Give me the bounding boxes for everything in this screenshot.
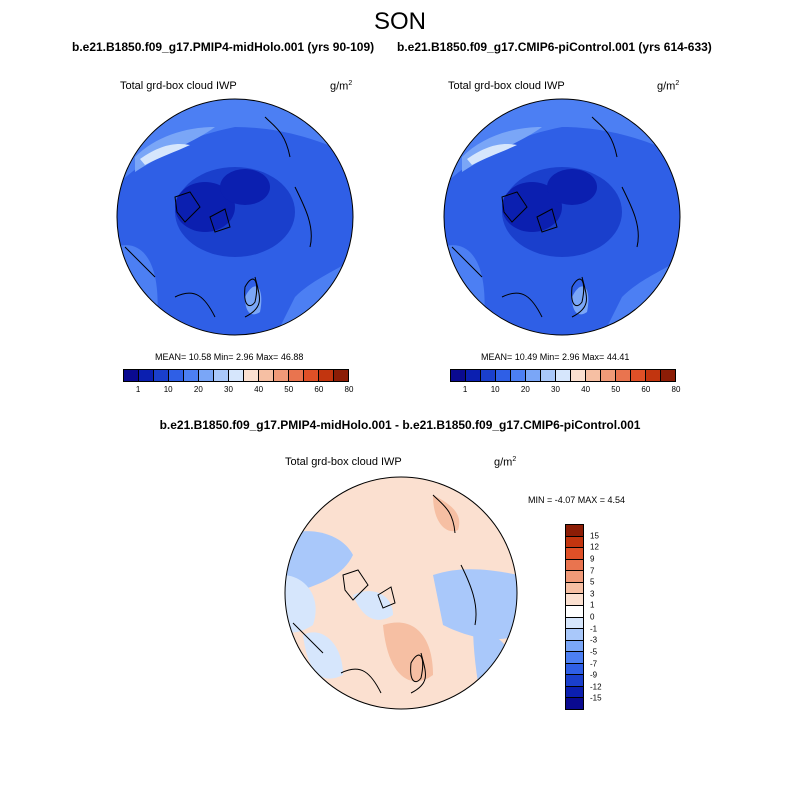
colorbar-swatch — [541, 370, 556, 381]
colorbar-swatch — [566, 548, 583, 560]
colorbar-swatch — [199, 370, 214, 381]
colorbar-tick-label: 40 — [254, 385, 264, 394]
colorbar-tick-label: -15 — [590, 693, 602, 703]
colorbar-swatch — [571, 370, 586, 381]
left-colorbar-labels: 1 10 20 30 40 50 60 80 — [123, 385, 354, 395]
left-stats: MEAN= 10.58 Min= 2.96 Max= 46.88 — [155, 352, 304, 362]
colorbar-swatch — [566, 640, 583, 653]
colorbar-tick-label: 40 — [581, 385, 591, 394]
colorbar-swatch — [466, 370, 481, 381]
colorbar-swatch — [304, 370, 319, 381]
colorbar-tick-label: 50 — [284, 385, 294, 394]
colorbar-swatch — [319, 370, 334, 381]
colorbar-tick-label: 60 — [641, 385, 651, 394]
colorbar-tick-label: 5 — [590, 577, 595, 587]
left-case-title: b.e21.B1850.f09_g17.PMIP4-midHolo.001 (y… — [72, 40, 375, 54]
diff-case-title: b.e21.B1850.f09_g17.PMIP4-midHolo.001 - … — [159, 418, 641, 432]
colorbar-tick-label: 9 — [590, 554, 595, 564]
colorbar-swatch — [661, 370, 675, 381]
left-polar-map — [116, 98, 354, 336]
colorbar-tick-label: 10 — [163, 385, 173, 394]
colorbar-swatch — [274, 370, 289, 381]
colorbar-swatch — [601, 370, 616, 381]
colorbar-swatch — [616, 370, 631, 381]
colorbar-swatch — [496, 370, 511, 381]
colorbar-swatch — [334, 370, 348, 381]
colorbar-tick-label: 20 — [193, 385, 203, 394]
colorbar-swatch — [566, 559, 583, 572]
colorbar-swatch — [289, 370, 304, 381]
diff-stats: MIN = -4.07 MAX = 4.54 — [528, 495, 626, 505]
colorbar-tick-label: 1 — [590, 600, 595, 610]
colorbar-tick-label: 30 — [551, 385, 560, 394]
colorbar-swatch — [566, 663, 583, 676]
season-title: SON — [373, 8, 426, 35]
colorbar-tick-label: -3 — [590, 635, 598, 645]
colorbar-swatch — [526, 370, 541, 381]
left-variable-label: Total grd-box cloud IWP — [120, 80, 237, 92]
colorbar-swatch — [566, 617, 583, 630]
colorbar-tick-label: 7 — [590, 566, 595, 575]
colorbar-tick-label: 1 — [135, 385, 141, 394]
colorbar-swatch — [646, 370, 661, 381]
colorbar-swatch — [631, 370, 646, 381]
colorbar-swatch — [451, 370, 466, 381]
right-stats: MEAN= 10.49 Min= 2.96 Max= 44.41 — [481, 352, 630, 362]
colorbar-swatch — [259, 370, 274, 381]
colorbar-swatch — [586, 370, 601, 381]
right-units-label: g/m2 — [657, 80, 680, 93]
colorbar-tick-label: 60 — [314, 385, 324, 394]
colorbar-swatch — [566, 605, 583, 618]
colorbar-tick-label: 15 — [590, 531, 599, 541]
colorbar-swatch — [566, 582, 583, 595]
colorbar-tick-label: 30 — [224, 385, 233, 394]
diff-units-label: g/m2 — [494, 456, 517, 469]
diff-colorbar — [565, 524, 584, 710]
colorbar-swatch — [566, 525, 583, 537]
colorbar-swatch — [566, 594, 583, 606]
colorbar-tick-label: 12 — [590, 542, 599, 552]
left-colorbar — [123, 369, 349, 382]
colorbar-tick-label: -9 — [590, 670, 598, 680]
colorbar-tick-label: 80 — [671, 385, 681, 394]
colorbar-swatch — [139, 370, 154, 381]
colorbar-tick-label: 1 — [462, 385, 468, 394]
colorbar-tick-label: 3 — [590, 589, 595, 599]
diff-variable-label: Total grd-box cloud IWP — [285, 456, 402, 468]
colorbar-swatch — [124, 370, 139, 381]
right-variable-label: Total grd-box cloud IWP — [448, 80, 565, 92]
diff-polar-map — [284, 476, 518, 710]
left-units-label: g/m2 — [330, 80, 353, 93]
colorbar-tick-label: -5 — [590, 647, 598, 657]
colorbar-tick-label: -7 — [590, 659, 598, 668]
colorbar-swatch — [566, 686, 583, 699]
right-case-title: b.e21.B1850.f09_g17.CMIP6-piControl.001 … — [397, 40, 712, 54]
colorbar-swatch — [511, 370, 526, 381]
colorbar-swatch — [566, 675, 583, 687]
colorbar-tick-label: -12 — [590, 682, 602, 692]
colorbar-swatch — [556, 370, 571, 381]
diff-colorbar-labels: 15 12 9 7 5 3 1 0 -1 -3 -5 -7 -9 -12 -15 — [590, 524, 620, 710]
colorbar-swatch — [229, 370, 244, 381]
colorbar-swatch — [169, 370, 184, 381]
colorbar-tick-label: 50 — [611, 385, 621, 394]
right-colorbar-labels: 1 10 20 30 40 50 60 80 — [450, 385, 681, 395]
colorbar-swatch — [566, 698, 583, 709]
colorbar-tick-label: -1 — [590, 624, 598, 634]
colorbar-swatch — [214, 370, 229, 381]
colorbar-swatch — [566, 629, 583, 641]
colorbar-swatch — [184, 370, 199, 381]
colorbar-swatch — [154, 370, 169, 381]
colorbar-swatch — [244, 370, 259, 381]
right-polar-map — [443, 98, 681, 336]
right-colorbar — [450, 369, 676, 382]
colorbar-swatch — [566, 536, 583, 549]
colorbar-tick-label: 20 — [520, 385, 530, 394]
colorbar-tick-label: 0 — [590, 612, 595, 622]
colorbar-swatch — [566, 571, 583, 583]
colorbar-tick-label: 10 — [490, 385, 500, 394]
colorbar-swatch — [481, 370, 496, 381]
colorbar-swatch — [566, 652, 583, 664]
colorbar-tick-label: 80 — [344, 385, 354, 394]
